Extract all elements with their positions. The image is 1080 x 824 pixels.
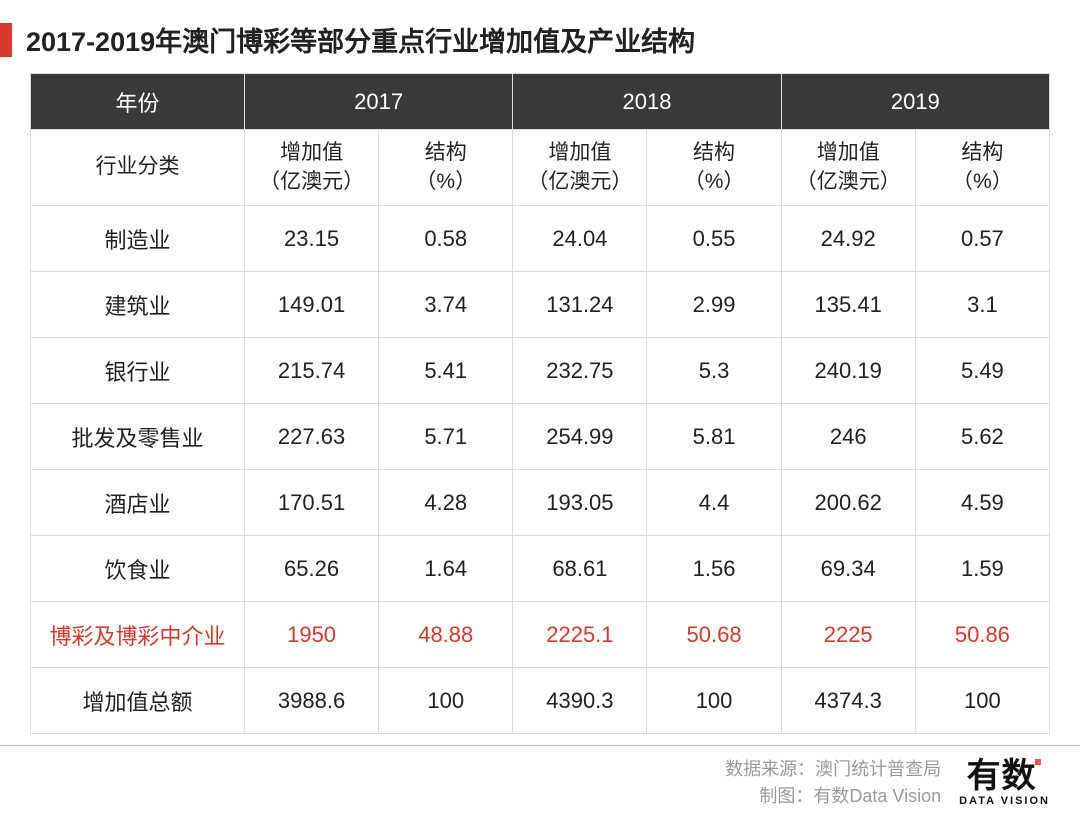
cell-v17: 149.01 bbox=[245, 272, 379, 338]
cell-v19: 24.92 bbox=[781, 206, 915, 272]
cell-s19: 1.59 bbox=[915, 536, 1049, 602]
cell-s18: 1.56 bbox=[647, 536, 781, 602]
cell-s19: 3.1 bbox=[915, 272, 1049, 338]
cell-s17: 3.74 bbox=[379, 272, 513, 338]
row-label: 博彩及博彩中介业 bbox=[31, 602, 245, 668]
table-row: 制造业23.150.5824.040.5524.920.57 bbox=[31, 206, 1050, 272]
table-row: 批发及零售业227.635.71254.995.812465.62 bbox=[31, 404, 1050, 470]
sub-v17: 增加值（亿澳元） bbox=[245, 130, 379, 206]
cell-v18: 2225.1 bbox=[513, 602, 647, 668]
cell-s19: 50.86 bbox=[915, 602, 1049, 668]
cell-s17: 5.41 bbox=[379, 338, 513, 404]
source-block: 数据来源：澳门统计普查局 制图：有数Data Vision bbox=[725, 756, 941, 810]
sub-category: 行业分类 bbox=[31, 130, 245, 206]
credit-label: 制图： bbox=[759, 786, 813, 806]
cell-v19: 246 bbox=[781, 404, 915, 470]
th-2019: 2019 bbox=[781, 74, 1049, 130]
cell-s17: 4.28 bbox=[379, 470, 513, 536]
cell-v18: 254.99 bbox=[513, 404, 647, 470]
cell-v19: 69.34 bbox=[781, 536, 915, 602]
cell-v19: 4374.3 bbox=[781, 668, 915, 734]
sub-v18: 增加值（亿澳元） bbox=[513, 130, 647, 206]
cell-v17: 227.63 bbox=[245, 404, 379, 470]
footer: 数据来源：澳门统计普查局 制图：有数Data Vision 有数 DATA VI… bbox=[0, 745, 1080, 824]
th-2017: 2017 bbox=[245, 74, 513, 130]
cell-v17: 23.15 bbox=[245, 206, 379, 272]
row-label: 增加值总额 bbox=[31, 668, 245, 734]
cell-v17: 170.51 bbox=[245, 470, 379, 536]
brand-logo: 有数 DATA VISION bbox=[959, 759, 1050, 807]
table-row: 银行业215.745.41232.755.3240.195.49 bbox=[31, 338, 1050, 404]
cell-v18: 193.05 bbox=[513, 470, 647, 536]
row-label: 饮食业 bbox=[31, 536, 245, 602]
cell-v18: 232.75 bbox=[513, 338, 647, 404]
row-label: 银行业 bbox=[31, 338, 245, 404]
table-row: 酒店业170.514.28193.054.4200.624.59 bbox=[31, 470, 1050, 536]
cell-s18: 100 bbox=[647, 668, 781, 734]
cell-v18: 4390.3 bbox=[513, 668, 647, 734]
cell-s17: 48.88 bbox=[379, 602, 513, 668]
sub-s17: 结构（%） bbox=[379, 130, 513, 206]
sub-s18: 结构（%） bbox=[647, 130, 781, 206]
cell-s17: 1.64 bbox=[379, 536, 513, 602]
table-row: 饮食业65.261.6468.611.5669.341.59 bbox=[31, 536, 1050, 602]
table-row: 增加值总额3988.61004390.31004374.3100 bbox=[31, 668, 1050, 734]
cell-v19: 2225 bbox=[781, 602, 915, 668]
cell-s19: 100 bbox=[915, 668, 1049, 734]
source-label: 数据来源： bbox=[725, 759, 815, 779]
row-label: 制造业 bbox=[31, 206, 245, 272]
cell-s19: 5.62 bbox=[915, 404, 1049, 470]
th-2018: 2018 bbox=[513, 74, 781, 130]
industry-table: 年份 2017 2018 2019 行业分类 增加值（亿澳元） 结构（%） 增加… bbox=[30, 73, 1050, 734]
cell-v17: 1950 bbox=[245, 602, 379, 668]
logo-sub-text: DATA VISION bbox=[959, 795, 1050, 807]
table-row: 博彩及博彩中介业195048.882225.150.68222550.86 bbox=[31, 602, 1050, 668]
cell-s18: 5.3 bbox=[647, 338, 781, 404]
cell-s17: 5.71 bbox=[379, 404, 513, 470]
table-head: 年份 2017 2018 2019 bbox=[31, 74, 1050, 130]
cell-s19: 0.57 bbox=[915, 206, 1049, 272]
cell-v17: 65.26 bbox=[245, 536, 379, 602]
table-body: 行业分类 增加值（亿澳元） 结构（%） 增加值（亿澳元） 结构（%） 增加值（亿… bbox=[31, 130, 1050, 734]
table-subheader: 行业分类 增加值（亿澳元） 结构（%） 增加值（亿澳元） 结构（%） 增加值（亿… bbox=[31, 130, 1050, 206]
sub-s19: 结构（%） bbox=[915, 130, 1049, 206]
cell-s18: 2.99 bbox=[647, 272, 781, 338]
cell-s18: 5.81 bbox=[647, 404, 781, 470]
cell-s19: 5.49 bbox=[915, 338, 1049, 404]
source-value: 澳门统计普查局 bbox=[815, 759, 941, 779]
cell-s17: 0.58 bbox=[379, 206, 513, 272]
sub-v19: 增加值（亿澳元） bbox=[781, 130, 915, 206]
logo-dot-icon bbox=[1035, 759, 1041, 765]
table-container: 年份 2017 2018 2019 行业分类 增加值（亿澳元） 结构（%） 增加… bbox=[0, 73, 1080, 734]
cell-v18: 68.61 bbox=[513, 536, 647, 602]
cell-v19: 200.62 bbox=[781, 470, 915, 536]
logo-main-text: 有数 bbox=[967, 757, 1037, 795]
cell-s19: 4.59 bbox=[915, 470, 1049, 536]
cell-s18: 4.4 bbox=[647, 470, 781, 536]
row-label: 批发及零售业 bbox=[31, 404, 245, 470]
cell-v17: 215.74 bbox=[245, 338, 379, 404]
cell-v18: 24.04 bbox=[513, 206, 647, 272]
row-label: 建筑业 bbox=[31, 272, 245, 338]
title-bar: 2017-2019年澳门博彩等部分重点行业增加值及产业结构 bbox=[0, 0, 1080, 73]
accent-bar bbox=[0, 23, 12, 57]
page-title: 2017-2019年澳门博彩等部分重点行业增加值及产业结构 bbox=[26, 20, 695, 59]
cell-s18: 50.68 bbox=[647, 602, 781, 668]
cell-v19: 135.41 bbox=[781, 272, 915, 338]
cell-s17: 100 bbox=[379, 668, 513, 734]
row-label: 酒店业 bbox=[31, 470, 245, 536]
th-year-label: 年份 bbox=[31, 74, 245, 130]
cell-v19: 240.19 bbox=[781, 338, 915, 404]
cell-s18: 0.55 bbox=[647, 206, 781, 272]
credit-value: 有数Data Vision bbox=[813, 786, 941, 806]
cell-v17: 3988.6 bbox=[245, 668, 379, 734]
cell-v18: 131.24 bbox=[513, 272, 647, 338]
table-row: 建筑业149.013.74131.242.99135.413.1 bbox=[31, 272, 1050, 338]
